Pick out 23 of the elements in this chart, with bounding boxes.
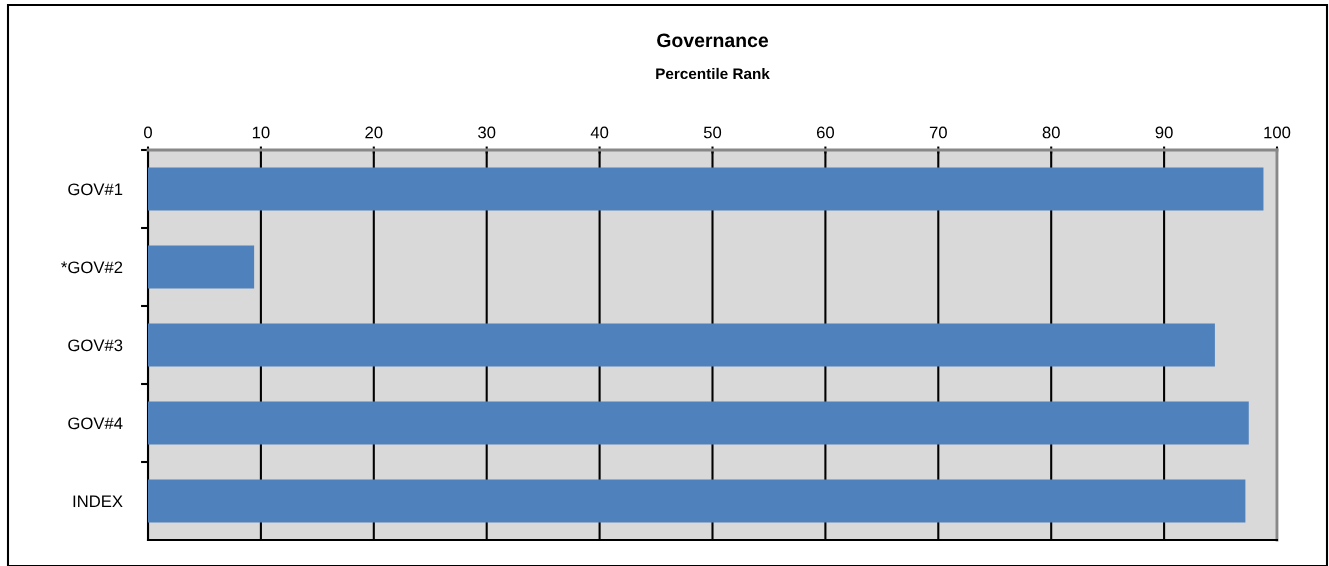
y-tick-label: *GOV#2 — [61, 261, 123, 274]
x-tick-label: 0 — [144, 126, 152, 139]
bar — [148, 479, 1246, 523]
chart-title: Governance — [657, 33, 769, 48]
y-tick-label: GOV#3 — [68, 339, 123, 352]
y-tick-label: GOV#1 — [68, 183, 123, 196]
x-tick-label: 30 — [478, 126, 496, 139]
bar — [148, 245, 255, 289]
y-tick-label: INDEX — [73, 495, 123, 508]
x-tick-label: 60 — [816, 126, 835, 139]
x-tick-label: 40 — [590, 126, 609, 139]
x-tick-label: 50 — [703, 126, 722, 139]
x-tick-label: 100 — [1264, 126, 1291, 139]
x-tick-label: 90 — [1155, 126, 1173, 139]
bar — [148, 401, 1249, 445]
x-tick-label: 80 — [1042, 126, 1060, 139]
x-tick-label: 20 — [365, 126, 383, 139]
x-tick-label: 70 — [929, 126, 947, 139]
bar — [148, 323, 1215, 367]
x-tick-label: 10 — [252, 126, 270, 139]
y-tick-label: GOV#4 — [68, 417, 123, 430]
bar — [148, 167, 1264, 211]
chart-subtitle: Percentile Rank — [656, 67, 770, 80]
